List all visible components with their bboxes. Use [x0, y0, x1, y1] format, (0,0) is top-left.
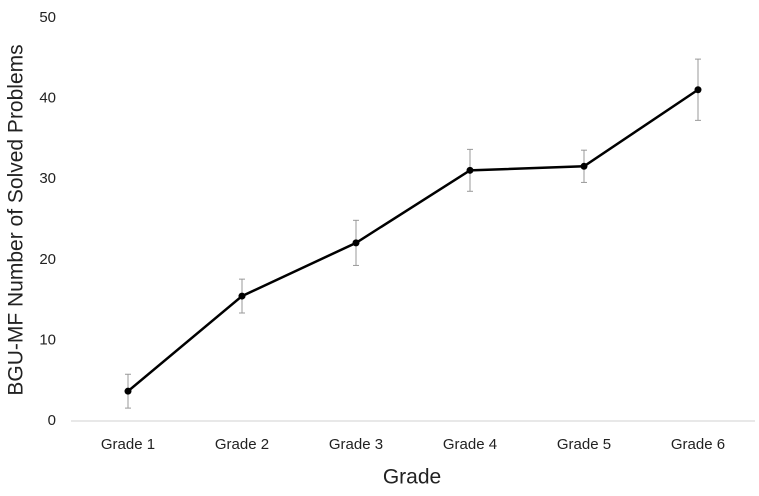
y-tick-label: 40	[39, 90, 56, 107]
y-tick-label: 0	[48, 412, 56, 429]
data-line	[127, 88, 699, 393]
x-axis-title: Grade	[383, 466, 441, 489]
data-point	[694, 86, 702, 94]
x-tick-label: Grade 2	[215, 436, 269, 453]
x-tick-label: Grade 3	[329, 436, 383, 453]
data-point	[580, 162, 588, 170]
x-tick-label: Grade 5	[557, 436, 611, 453]
x-tick-label: Grade 6	[671, 436, 725, 453]
y-tick-label: 10	[39, 331, 56, 348]
data-point	[124, 387, 132, 395]
x-tick-label: Grade 1	[101, 436, 155, 453]
data-point	[352, 239, 360, 247]
y-tick-label: 20	[39, 251, 56, 268]
y-axis-title: BGU-MF Number of Solved Problems	[5, 44, 28, 395]
y-tick-label: 50	[39, 9, 56, 26]
y-tick-label: 30	[39, 170, 56, 187]
data-point	[238, 292, 246, 300]
x-tick-label: Grade 4	[443, 436, 497, 453]
data-point	[466, 166, 474, 174]
